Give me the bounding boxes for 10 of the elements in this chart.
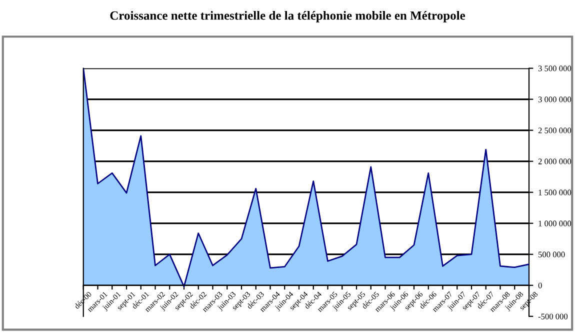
chart-title: Croissance nette trimestrielle de la téléphonie mobile en Métropole <box>110 10 466 22</box>
y-tick-label: -500 000 <box>538 314 568 320</box>
y-tick-label: 500 000 <box>538 252 565 258</box>
y-tick-label: 1 000 000 <box>538 220 572 226</box>
y-tick-label: 2 500 000 <box>538 128 572 134</box>
y-tick-label: 1 500 000 <box>538 190 572 196</box>
y-tick-label: 3 000 000 <box>538 96 572 102</box>
y-tick-label: 2 000 000 <box>538 158 572 164</box>
y-tick-label: 3 500 000 <box>538 66 572 72</box>
y-tick-label: 0 <box>538 282 542 288</box>
